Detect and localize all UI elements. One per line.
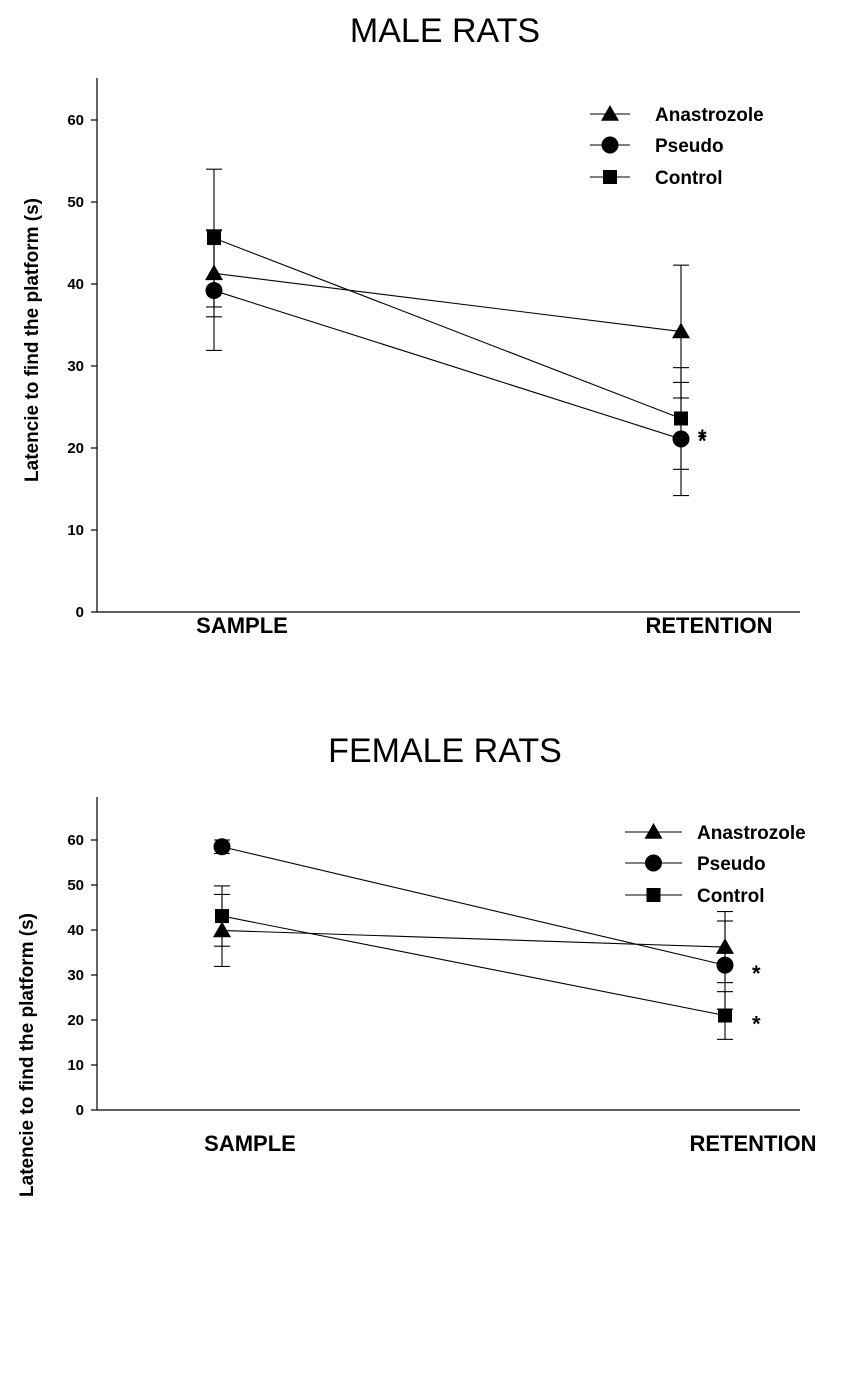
male-y-tick-label: 60	[67, 112, 84, 129]
female-x-category-label: SAMPLE	[204, 1131, 296, 1156]
female-y-tick-label: 40	[67, 922, 84, 939]
male-significance-marker: *	[698, 428, 707, 453]
female-point-pseudo	[716, 956, 734, 974]
female-significance-marker: *	[752, 961, 761, 986]
female-legend-marker-control	[646, 888, 661, 902]
female-y-tick-label: 60	[67, 832, 84, 849]
female-legend-label: Pseudo	[697, 854, 766, 875]
chart-title-male: MALE RATS	[349, 12, 541, 50]
female-legend-marker-pseudo	[645, 854, 662, 872]
male-y-tick-label: 0	[76, 604, 84, 621]
male-legend-label: Anastrozole	[655, 105, 764, 126]
male-legend-marker-pseudo	[601, 136, 619, 154]
male-y-tick-label: 10	[67, 522, 84, 539]
female-y-tick-label: 20	[67, 1012, 84, 1029]
male-rats-chart: 0 10 20 30 40 50 60 SAMPLE RETENTION Latencie to …	[22, 78, 800, 638]
male-point-control	[674, 411, 688, 426]
chart-title-female: FEMALE RATS	[328, 732, 562, 770]
female-y-tick-label: 50	[67, 877, 84, 894]
male-series-line-control	[213, 237, 682, 419]
female-legend-marker-anastrozole	[644, 823, 663, 839]
female-point-pseudo	[213, 838, 231, 856]
male-y-tick-label: 30	[67, 358, 84, 375]
male-legend-label: Pseudo	[655, 136, 724, 157]
female-x-category-label: RETENTION	[689, 1131, 816, 1156]
female-point-control	[718, 1008, 732, 1023]
female-rats-chart: 0 10 20 30 40 50 60 SAMPLE RETENTION Latencie to …	[17, 797, 817, 1197]
female-series-line-pseudo	[221, 846, 726, 966]
female-y-tick-label: 30	[67, 967, 84, 984]
female-series-line-anastrozole	[221, 929, 726, 948]
female-legend-label: Control	[697, 886, 765, 907]
male-legend-marker-control	[603, 170, 617, 184]
male-y-tick-label: 50	[67, 194, 84, 211]
male-x-category-label: SAMPLE	[196, 613, 288, 638]
male-series-line-pseudo	[213, 290, 682, 440]
male-legend-label: Control	[655, 168, 723, 189]
male-y-axis-title: Latencie to find the platform (s)	[22, 198, 43, 482]
female-y-tick-label: 0	[76, 1102, 84, 1119]
male-legend-marker-anastrozole	[601, 105, 619, 121]
female-legend-label: Anastrozole	[697, 823, 806, 844]
male-y-tick-label: 20	[67, 440, 84, 457]
male-series-line-anastrozole	[213, 272, 682, 333]
female-point-control	[215, 909, 229, 924]
male-x-category-label: RETENTION	[645, 613, 772, 638]
male-point-anastrozole	[672, 322, 690, 339]
male-point-control	[207, 231, 221, 246]
female-y-axis-title: Latencie to find the platform (s)	[17, 913, 38, 1197]
female-significance-marker: *	[752, 1012, 761, 1037]
male-significance-marker: *	[698, 425, 707, 450]
female-series-line-control	[221, 915, 726, 1017]
male-y-tick-label: 40	[67, 276, 84, 293]
female-y-tick-label: 10	[67, 1057, 84, 1074]
